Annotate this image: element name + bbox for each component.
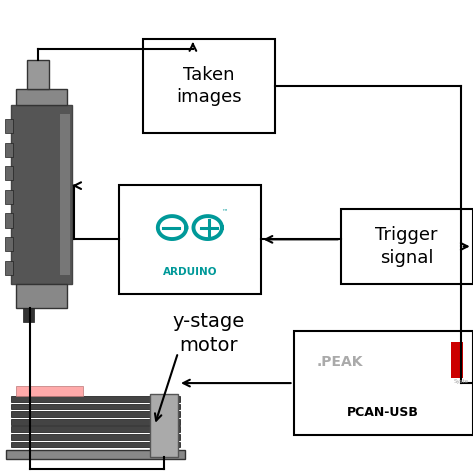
FancyBboxPatch shape xyxy=(6,450,185,459)
Text: Taken
images: Taken images xyxy=(176,66,242,106)
FancyBboxPatch shape xyxy=(143,39,275,133)
FancyBboxPatch shape xyxy=(16,284,67,308)
FancyBboxPatch shape xyxy=(5,166,13,181)
FancyBboxPatch shape xyxy=(27,60,48,89)
Text: ARDUINO: ARDUINO xyxy=(163,267,217,277)
FancyBboxPatch shape xyxy=(11,434,181,439)
FancyBboxPatch shape xyxy=(11,411,181,417)
FancyBboxPatch shape xyxy=(5,143,13,157)
Text: Trigger
signal: Trigger signal xyxy=(375,226,438,266)
FancyBboxPatch shape xyxy=(11,105,72,284)
FancyBboxPatch shape xyxy=(11,396,181,402)
FancyBboxPatch shape xyxy=(341,209,473,284)
Text: ™: ™ xyxy=(221,210,227,215)
FancyBboxPatch shape xyxy=(60,115,70,275)
FancyBboxPatch shape xyxy=(11,427,181,432)
FancyBboxPatch shape xyxy=(5,237,13,251)
FancyBboxPatch shape xyxy=(150,394,178,457)
Text: .PEAK: .PEAK xyxy=(317,356,364,369)
Text: Syste: Syste xyxy=(454,379,469,383)
FancyBboxPatch shape xyxy=(11,404,181,410)
FancyBboxPatch shape xyxy=(119,185,261,293)
FancyBboxPatch shape xyxy=(5,213,13,228)
FancyBboxPatch shape xyxy=(11,419,181,425)
FancyBboxPatch shape xyxy=(5,190,13,204)
Text: PCAN-USB: PCAN-USB xyxy=(347,406,419,419)
FancyBboxPatch shape xyxy=(16,89,67,105)
Text: y-stage
motor: y-stage motor xyxy=(173,312,245,355)
FancyBboxPatch shape xyxy=(23,308,35,322)
FancyBboxPatch shape xyxy=(293,331,473,435)
FancyBboxPatch shape xyxy=(5,261,13,275)
FancyBboxPatch shape xyxy=(451,342,463,378)
FancyBboxPatch shape xyxy=(5,119,13,133)
FancyBboxPatch shape xyxy=(11,441,181,447)
FancyBboxPatch shape xyxy=(16,386,83,396)
